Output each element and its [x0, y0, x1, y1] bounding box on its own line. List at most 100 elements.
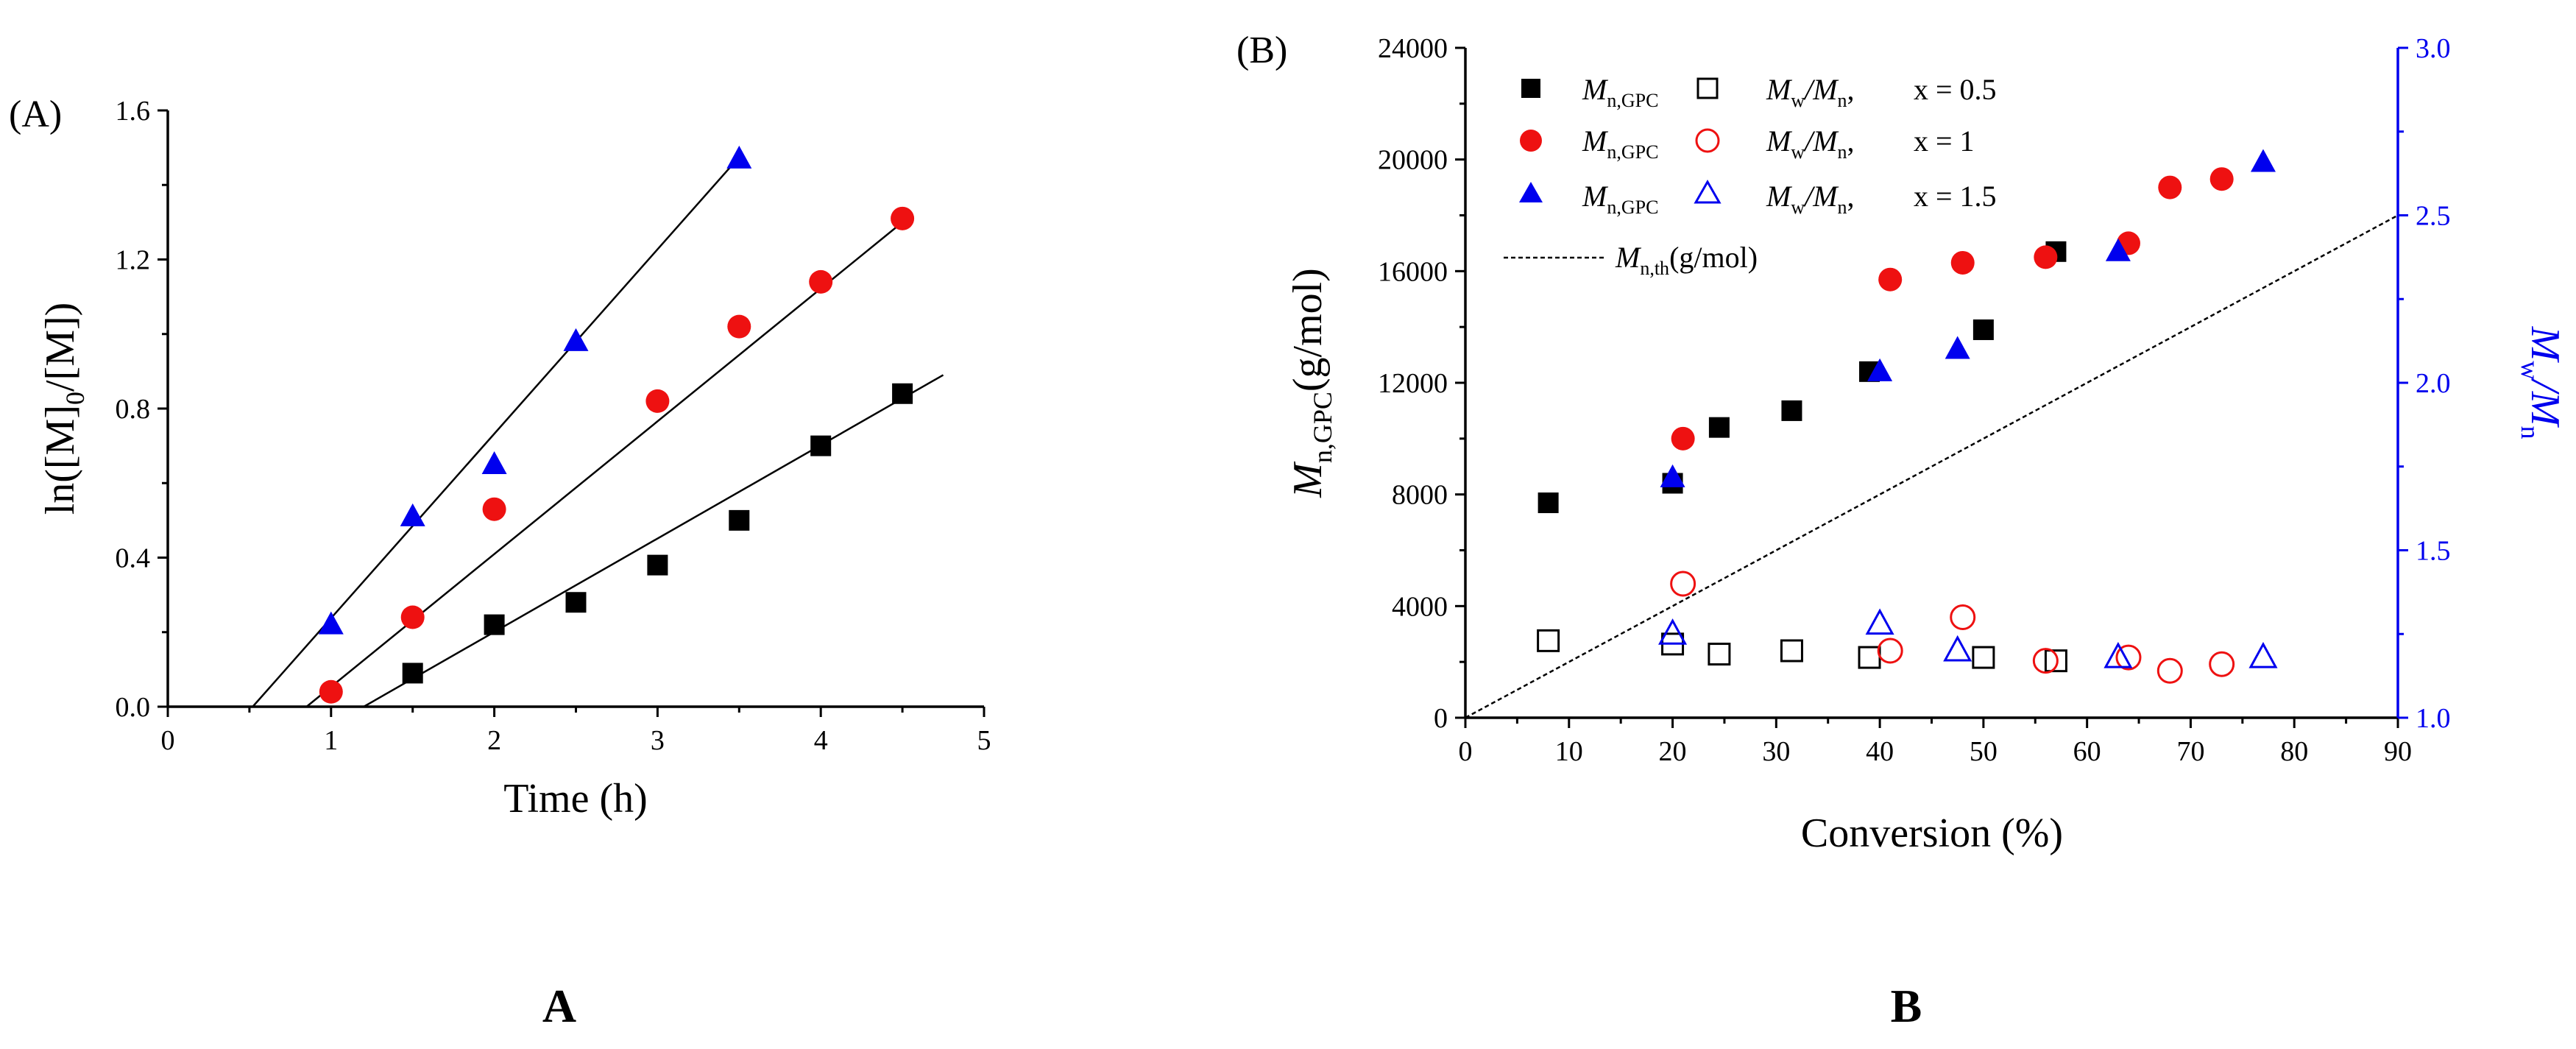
panel-b-y-tick-label: 8000	[1392, 480, 1448, 511]
panel-a-x-tick-label: 0	[161, 725, 175, 756]
panel-b-y-label-pre: M	[1285, 461, 1331, 498]
panel-b-y2-label-a-sub: w	[2516, 361, 2545, 380]
panel-b-x-tick-label: 50	[1970, 736, 1998, 767]
panel-b-point-circle-filled	[2209, 167, 2234, 191]
panel-b-point-square-open	[1537, 629, 1560, 652]
panel-a-y-label-post: /[M])	[38, 303, 83, 392]
panel-a-points	[318, 145, 915, 704]
panel-b-point-triangle-open	[1658, 618, 1688, 645]
panel-b-point-triangle-filled	[1945, 336, 1970, 359]
legend-row-2-pdi: Mw/Mn,	[1766, 124, 1855, 163]
panel-a-point-square	[484, 614, 505, 635]
panel-b-point-circle-filled	[1878, 267, 1903, 292]
panel-b-point-circle-filled	[2034, 245, 2058, 269]
panel-b-y-tick-label: 20000	[1378, 145, 1448, 176]
panel-b-x-tick-label: 20	[1659, 736, 1687, 767]
panel-b-y-tick-label: 0	[1434, 703, 1448, 734]
panel-b-legend: Mn,GPC Mw/Mn, x = 0.5 Mn,GPC Mw/Mn, x = …	[1504, 73, 1997, 279]
panel-a-fit-lines	[252, 166, 944, 708]
panel-b-y2-label-b: /M	[2522, 378, 2568, 428]
panel-b-point-triangle-open	[2103, 641, 2133, 668]
panel-b-x-tick-label: 80	[2280, 736, 2308, 767]
panel-b-theory-line	[1465, 214, 2399, 719]
panel-b-x-tick-label: 70	[2176, 736, 2204, 767]
panel-b-point-circle-filled	[1671, 426, 1695, 451]
legend-marker-mn-x15	[1519, 182, 1543, 202]
panel-a-point-triangle	[318, 611, 344, 635]
legend-row-1: Mn,GPC Mw/Mn, x = 0.5	[1521, 73, 1997, 111]
panel-b-point-circle-open	[2115, 644, 2142, 671]
panel-b-y-tick-label: 16000	[1378, 256, 1448, 287]
panel-a-caption: A	[542, 980, 576, 1032]
panel-a-point-square	[892, 383, 913, 404]
panel-a-y-tick-label: 0.0	[116, 692, 151, 723]
panel-b-point-circle-open	[2032, 648, 2059, 674]
panel-b-point-triangle-filled	[1867, 358, 1893, 381]
panel-b-y-label-sub: n,GPC	[1308, 392, 1337, 463]
panel-a-point-triangle	[563, 328, 589, 351]
panel-b-point-triangle-filled	[1660, 464, 1685, 487]
panel-b-y-tick-label: 12000	[1378, 368, 1448, 399]
panel-b-point-square-filled	[1708, 417, 1730, 438]
legend-theory-label: Mn,th(g/mol)	[1615, 241, 1758, 279]
legend-row-3: Mn,GPC Mw/Mn, x = 1.5	[1519, 179, 1997, 218]
legend-marker-pdi-x05	[1696, 77, 1719, 99]
panel-b-x-tick-label: 30	[1762, 736, 1790, 767]
panel-b-label: (B)	[1236, 29, 1287, 71]
panel-a-x-tick-label: 2	[487, 725, 501, 756]
panel-b-ticks: 0 10 20 30 40 50 60 70 80 90 0 4000 8000 12000 16000 20…	[1378, 33, 2451, 767]
panel-a-point-triangle	[481, 451, 507, 474]
legend-marker-mn-x05	[1521, 79, 1540, 98]
panel-b-points	[1537, 149, 2278, 684]
panel-a-point-circle	[891, 206, 915, 230]
panel-a-point-square	[810, 435, 832, 456]
panel-a-fit-line-1	[305, 221, 903, 707]
panel-b-y2-tick-label: 2.5	[2416, 201, 2451, 232]
panel-a-point-circle	[645, 389, 670, 413]
legend-row-1-x: x = 0.5	[1914, 73, 1997, 106]
panel-a-point-square	[647, 554, 668, 576]
panel-b: (B) 0 10 20 30 40 50 60 70 80 90 0 4000 8000 12000 160…	[1236, 29, 2568, 1032]
panel-b-y-tick-label: 24000	[1378, 33, 1448, 64]
panel-b-y-label: Mn,GPC(g/mol)	[1285, 268, 1337, 498]
panel-a: (A) 0 1 2 3 4 5 0.0 0.4 0.8 1.2 1.6 Time (h) ln([M…	[9, 93, 991, 1032]
panel-a-point-circle	[727, 314, 751, 339]
panel-b-x-tick-label: 10	[1555, 736, 1583, 767]
panel-a-x-tick-label: 1	[324, 725, 338, 756]
panel-b-x-tick-label: 40	[1866, 736, 1894, 767]
panel-b-y2-tick-label: 3.0	[2416, 33, 2451, 64]
panel-a-y-label-pre: ln([M]	[38, 405, 83, 515]
panel-a-point-square	[402, 663, 423, 684]
panel-b-point-circle-open	[2209, 651, 2235, 677]
legend-row-3-pdi: Mw/Mn,	[1766, 180, 1855, 218]
panel-b-point-circle-open	[1877, 637, 1903, 664]
panel-b-caption: B	[1891, 980, 1922, 1032]
panel-a-y-tick-label: 1.2	[116, 245, 151, 276]
panel-a-fit-line-0	[363, 374, 944, 708]
panel-a-ticks: 0 1 2 3 4 5 0.0 0.4 0.8 1.2 1.6	[116, 96, 991, 756]
panel-a-x-tick-label: 4	[814, 725, 828, 756]
panel-b-x-tick-label: 60	[2073, 736, 2101, 767]
legend-row-2-x: x = 1	[1914, 124, 1975, 158]
panel-a-x-label: Time (h)	[503, 776, 648, 822]
panel-b-y2-label-b-sub: n	[2516, 425, 2545, 439]
panel-b-point-circle-filled	[1950, 250, 1975, 275]
panel-b-y-label-post: (g/mol)	[1285, 268, 1331, 392]
legend-row-3-x: x = 1.5	[1914, 180, 1997, 213]
panel-b-point-square-open	[1708, 643, 1731, 666]
panel-a-y-tick-label: 0.4	[116, 543, 151, 574]
panel-b-point-triangle-filled	[2105, 238, 2131, 261]
panel-b-point-circle-open	[1670, 571, 1696, 597]
panel-a-y-tick-label: 0.8	[116, 394, 151, 425]
panel-a-point-circle	[319, 679, 343, 704]
panel-b-point-circle-open	[1950, 604, 1976, 630]
legend-row-2-mn: Mn,GPC	[1582, 124, 1658, 163]
panel-a-point-square	[565, 592, 587, 613]
panel-b-point-circle-open	[2156, 657, 2183, 684]
panel-b-point-square-filled	[1538, 492, 1559, 514]
panel-b-y2-label-a: M	[2522, 326, 2568, 364]
panel-b-theory-line-path	[1465, 214, 2399, 719]
panel-b-point-square-filled	[1972, 319, 1994, 340]
legend-marker-pdi-x15	[1694, 179, 1722, 204]
